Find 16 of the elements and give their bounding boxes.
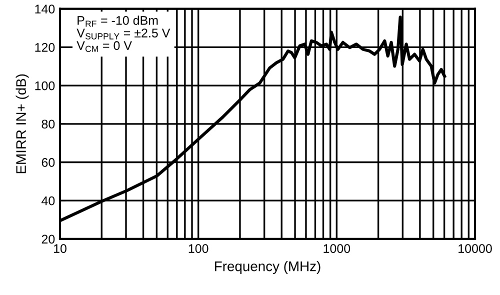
y-tick-label: 40 (42, 196, 55, 206)
y-tick-label: 140 (35, 4, 55, 14)
annotation: V$_{SUPPLY}$ = ±2.5 V (76, 28, 170, 40)
x-tick-label: 100 (188, 244, 208, 253)
x-tick-label: 1000 (324, 244, 350, 253)
x-tick-label: 10000 (458, 244, 492, 253)
y-tick-label: 100 (35, 81, 55, 90)
annotation: V$_{CM}$ = 0 V (76, 41, 132, 52)
x-tick-label: 10 (54, 244, 66, 253)
y-tick-label: 80 (42, 120, 55, 129)
y-tick-label: 20 (42, 234, 55, 244)
y-tick-label: 60 (42, 158, 55, 167)
y-tick-label: 120 (35, 43, 55, 52)
annotation: P$_{RF}$ = -10 dBm (78, 16, 158, 27)
x-axis-title: Frequency (MHz) (215, 261, 320, 274)
y-axis-title: EMIRR IN+ (dB) (16, 74, 29, 174)
